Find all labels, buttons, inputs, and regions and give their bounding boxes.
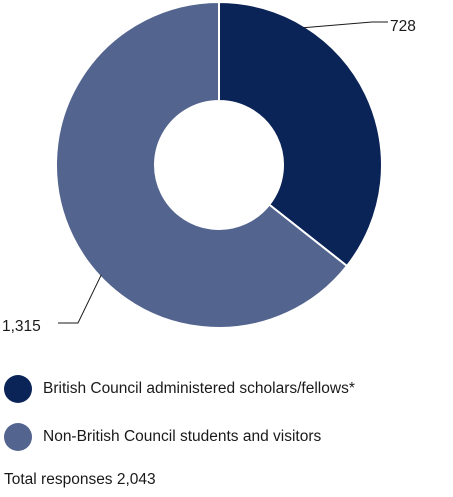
- legend-swatch-british-council: [4, 375, 32, 403]
- legend-item-non-british-council: Non-British Council students and visitor…: [4, 422, 453, 452]
- slice-british-council: [218, 0, 383, 268]
- legend-swatch-non-british-council: [4, 423, 32, 451]
- total-responses: Total responses 2,043: [4, 471, 156, 488]
- legend-item-british-council: British Council administered scholars/fe…: [4, 374, 453, 404]
- data-label-british-council: 728: [390, 18, 416, 35]
- legend: British Council administered scholars/fe…: [4, 374, 453, 470]
- leader-line-british-council: [303, 21, 388, 29]
- donut-chart: 728 1,315: [2, 0, 416, 335]
- legend-label-british-council: British Council administered scholars/fe…: [43, 380, 355, 397]
- leader-line-non-british-council: [58, 274, 102, 324]
- legend-label-non-british-council: Non-British Council students and visitor…: [43, 428, 322, 445]
- slice-non-british-council: [55, 0, 349, 329]
- data-label-non-british-council: 1,315: [2, 318, 41, 335]
